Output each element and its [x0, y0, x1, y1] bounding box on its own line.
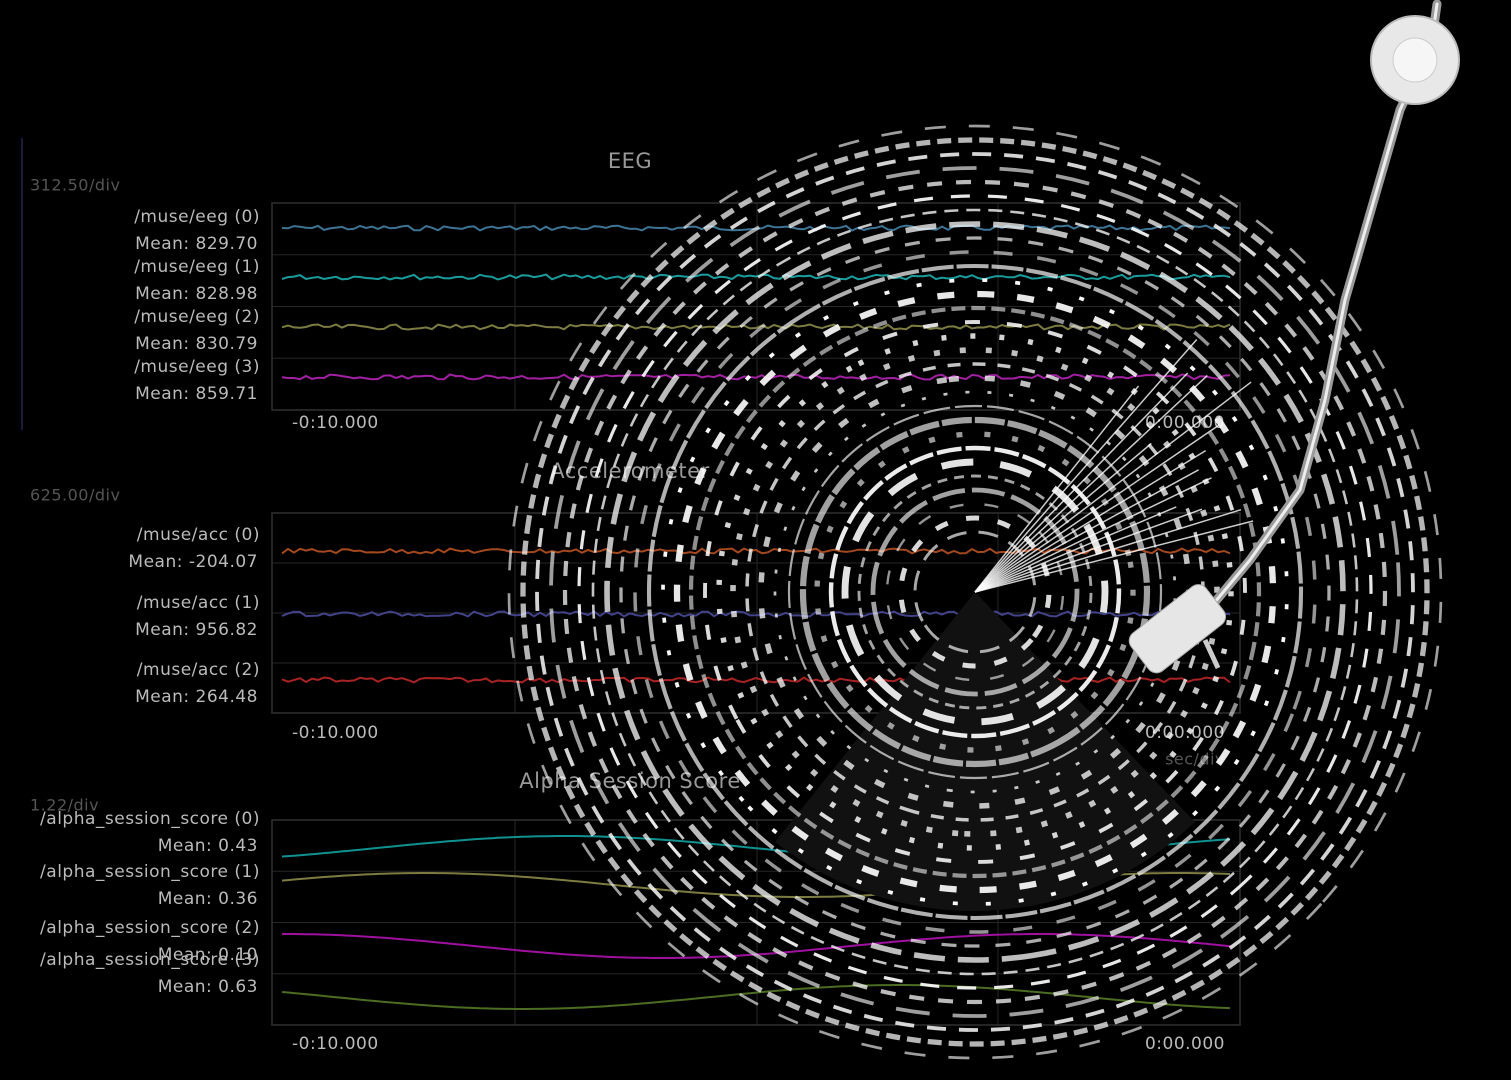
record-groove [703, 320, 1247, 864]
arm-pivot-cap [1392, 37, 1438, 83]
record-groove [857, 474, 1093, 710]
record-glint [974, 520, 1254, 593]
record-glint [974, 449, 1207, 593]
record-groove [661, 278, 1289, 906]
record-overlay [507, 124, 1443, 1060]
channel-mean: Mean: 0.36 [158, 889, 258, 909]
channel-mean: Mean: 828.98 [135, 284, 258, 304]
record-glint [974, 469, 1199, 593]
time-unit: sec/div [1165, 750, 1225, 769]
record-glint [974, 375, 1208, 593]
record-groove [520, 137, 1430, 1047]
record-glint [974, 506, 1177, 593]
record-glint [974, 381, 1252, 593]
time-start: -0:10.000 [292, 723, 379, 743]
channel-mean: Mean: 829.70 [135, 234, 258, 254]
record-groove [799, 416, 1151, 768]
channel-label: /alpha_session_score (2) [40, 918, 260, 938]
panel-title: EEG [608, 149, 652, 173]
time-end: 0:00.000 [1145, 1034, 1225, 1054]
channel-mean: Mean: -204.07 [128, 552, 258, 572]
channel-label: /muse/eeg (3) [134, 357, 260, 377]
channel-label: /muse/acc (2) [137, 660, 260, 680]
channel-mean: Mean: 859.71 [135, 384, 258, 404]
channel-label: /alpha_session_score (0) [40, 809, 260, 829]
record-glint [974, 509, 1242, 593]
scale-label: 1.22/div [30, 796, 99, 815]
channel-mean: Mean: 0.10 [158, 945, 258, 965]
channel-mean: Mean: 956.82 [135, 620, 258, 640]
channel-label: /muse/eeg (1) [134, 257, 260, 277]
channel-mean: Mean: 830.79 [135, 334, 258, 354]
channel-mean: Mean: 0.43 [158, 836, 258, 856]
scale-label: 625.00/div [30, 486, 120, 505]
channel-label: /muse/acc (0) [137, 525, 260, 545]
time-start: -0:10.000 [292, 1034, 379, 1054]
channel-mean: Mean: 264.48 [135, 687, 258, 707]
channel-label: /muse/eeg (2) [134, 307, 260, 327]
record-sector [775, 592, 1195, 912]
record-groove [814, 431, 1136, 753]
trace [281, 984, 1231, 1010]
record-groove [688, 305, 1262, 879]
record-glint [974, 442, 1152, 593]
headshell [1128, 584, 1227, 674]
record-groove [730, 347, 1220, 837]
trace [281, 610, 1231, 618]
record-glint [974, 423, 1221, 593]
time-end: 0:00.000 [1145, 723, 1225, 743]
channel-label: /alpha_session_score (1) [40, 862, 260, 882]
channel-label: /alpha_session_score (3) [40, 950, 260, 970]
record-groove [758, 375, 1192, 809]
record-glint [974, 477, 1212, 593]
channel-mean: Mean: 0.63 [158, 977, 258, 997]
record-glint [974, 339, 1198, 593]
channel-label: /muse/eeg (0) [134, 207, 260, 227]
record-groove [773, 390, 1177, 794]
trace [281, 273, 1231, 281]
tonearm [1128, 0, 1460, 674]
record-groove [577, 194, 1373, 990]
record-groove [673, 290, 1277, 894]
record-groove [619, 236, 1331, 948]
scale-label: 312.50/div [30, 176, 120, 195]
record-groove [604, 221, 1346, 963]
record-glint [974, 508, 1203, 593]
record-groove [913, 530, 1037, 654]
channel-label: /muse/acc (1) [137, 593, 260, 613]
record-groove [745, 362, 1205, 822]
record-groove [787, 404, 1163, 780]
trace [281, 676, 1231, 684]
stylus [1202, 638, 1221, 670]
record-groove [716, 333, 1234, 851]
time-start: -0:10.000 [292, 413, 379, 433]
record-groove [646, 263, 1304, 921]
record-groove [633, 250, 1317, 934]
plot-frame [271, 512, 1241, 714]
record-groove [549, 166, 1401, 1018]
record-glint [974, 372, 1189, 593]
record-groove [841, 458, 1109, 726]
record-glint [974, 385, 1140, 593]
record-groove [591, 208, 1359, 976]
trace [281, 373, 1231, 381]
record-groove [507, 124, 1443, 1060]
record-groove [870, 487, 1080, 697]
plot-frame [271, 202, 1241, 411]
record-groove [898, 515, 1052, 669]
